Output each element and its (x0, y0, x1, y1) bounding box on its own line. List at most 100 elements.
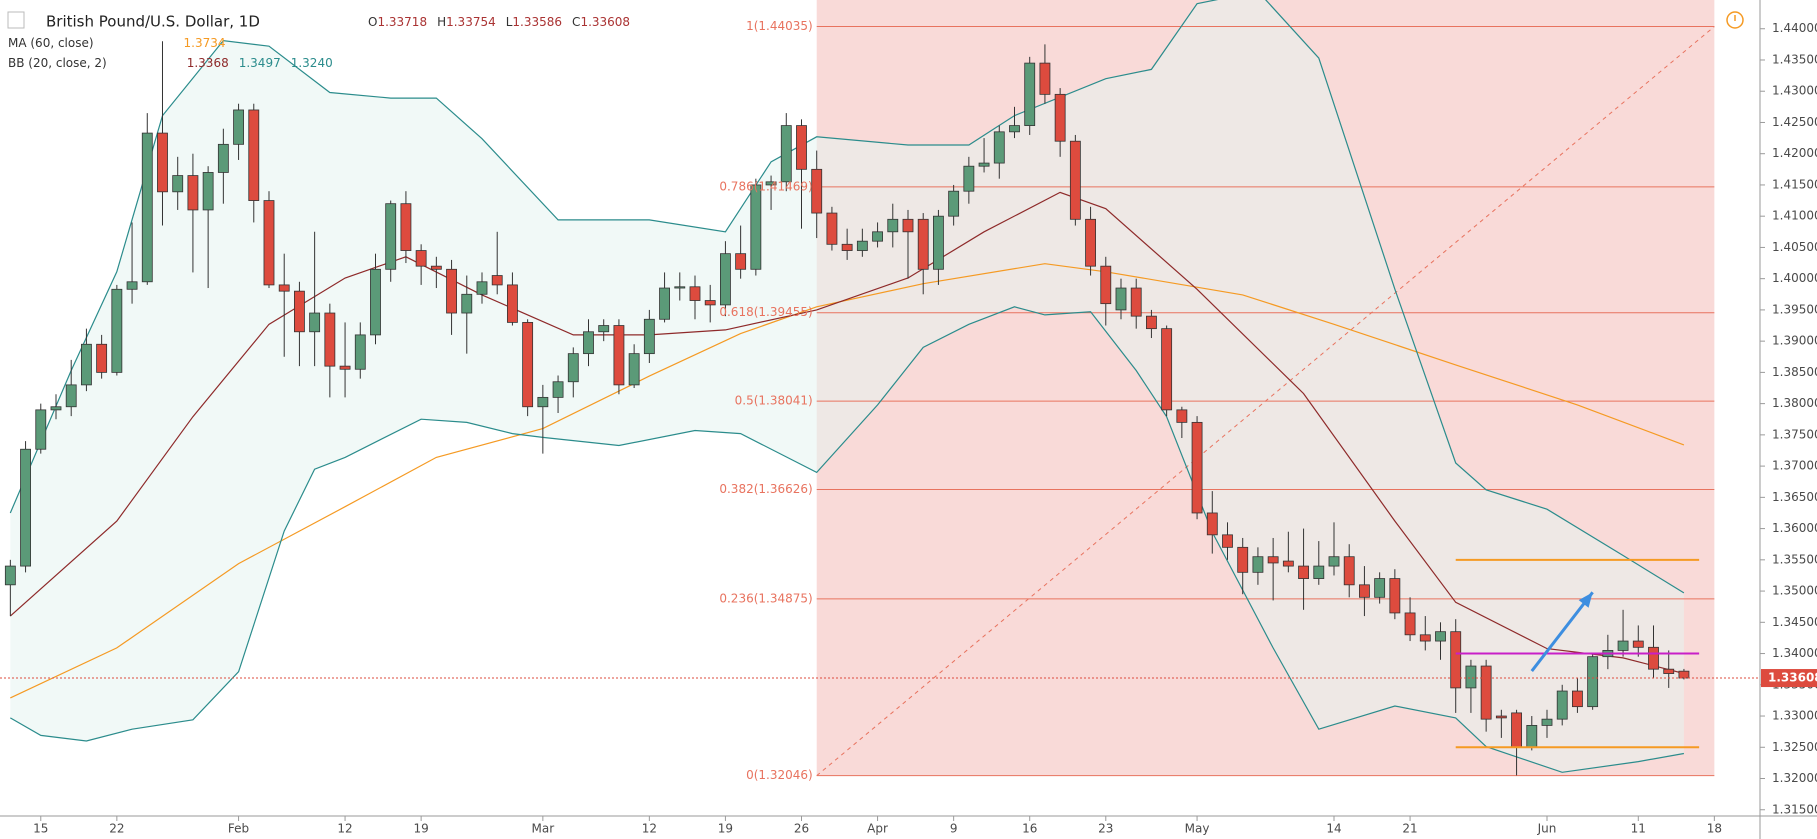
candle-body (248, 109, 260, 201)
candle-body (522, 322, 534, 408)
y-tick-label: 1.32000 (1772, 771, 1817, 785)
fib-trend (816, 26, 1715, 777)
fib-label: 0.236(1.34875) (719, 591, 812, 605)
candle-body (324, 312, 336, 367)
candle-body (1222, 534, 1233, 548)
x-tick-label: 19 (413, 822, 428, 836)
candle-body (415, 250, 427, 267)
x-tick-label: Jun (1537, 822, 1557, 836)
candle-body (933, 215, 944, 270)
candle-body (1526, 725, 1538, 748)
candle-body (157, 132, 168, 193)
candle-body (1480, 665, 1492, 720)
y-tick-label: 1.40000 (1772, 271, 1817, 285)
arrow-head (1578, 592, 1593, 608)
y-tick-label: 1.43000 (1772, 84, 1817, 98)
collapse-icon[interactable] (7, 11, 25, 29)
candle-body (674, 286, 686, 289)
candle-body (1678, 670, 1690, 679)
candle-body (126, 281, 138, 290)
candle-body (354, 334, 366, 370)
arrow-shaft (1530, 591, 1594, 672)
x-tick-label: 21 (1402, 822, 1417, 836)
candle-body (552, 381, 564, 398)
candle-body (598, 325, 610, 333)
ohlc-key: C (572, 15, 580, 29)
candle-body (1267, 556, 1279, 564)
candle-body (796, 125, 807, 170)
candle-body (400, 203, 412, 251)
y-tick-label: 1.41000 (1772, 209, 1817, 223)
candle-body (567, 353, 579, 383)
candle-body (659, 287, 670, 320)
candle-body (1572, 690, 1583, 708)
alert-icon[interactable] (1726, 11, 1744, 29)
candle-body (978, 162, 990, 167)
y-tick-label: 1.34000 (1772, 646, 1817, 660)
y-tick-label: 1.40500 (1772, 240, 1817, 254)
candle-body (963, 165, 975, 192)
candle-body (704, 300, 716, 306)
candle-body (613, 325, 625, 386)
candle-body (80, 343, 92, 386)
fib-label: 0.382(1.36626) (719, 482, 812, 496)
fib-label: 0(1.32046) (746, 768, 813, 782)
x-tick-label: 15 (33, 822, 48, 836)
fib-label: 0.5(1.38041) (735, 394, 813, 408)
candle-body (887, 218, 899, 233)
candle-body (430, 265, 442, 270)
candle-body (993, 131, 1005, 164)
candle-body (1648, 646, 1659, 670)
ma-legend: MA (60, close) 1.3734 (8, 36, 226, 50)
y-tick-label: 1.35000 (1772, 584, 1817, 598)
last-price-box (1761, 669, 1817, 688)
legend-header: British Pound/U.S. Dollar, 1D O1.33718 H1… (7, 11, 1744, 70)
y-tick-label: 1.43500 (1772, 52, 1817, 66)
candle-body (1130, 287, 1142, 317)
ohlc-value: 1.33586 (512, 15, 562, 29)
candle-body (1419, 634, 1431, 642)
x-tick-label: 23 (1098, 822, 1113, 836)
bb-legend: BB (20, close, 2) 1.3368 1.3497 1.3240 (8, 56, 333, 70)
candle-body (1374, 578, 1386, 598)
candle-body (1085, 218, 1096, 267)
y-tick-label: 1.44000 (1772, 21, 1817, 35)
x-tick-label: 19 (718, 822, 733, 836)
y-tick-label: 1.37500 (1772, 427, 1817, 441)
x-tick-label: 26 (794, 822, 809, 836)
candle-body (309, 312, 321, 333)
fib-label: 0.786(1.41469) (719, 179, 812, 193)
candle-body (1343, 556, 1355, 586)
candle-body (446, 268, 457, 314)
y-tick-label: 1.39500 (1772, 302, 1817, 316)
ohlc-key: O (368, 15, 377, 29)
bb-value: 1.3240 (291, 56, 333, 70)
candle-body (4, 565, 16, 586)
x-tick-label: 16 (1022, 822, 1037, 836)
candle-body (293, 290, 305, 333)
candle-body (1282, 560, 1294, 567)
x-tick-label: Apr (867, 822, 888, 836)
candle-body (1435, 631, 1446, 642)
candle-body (263, 200, 275, 286)
bb-label: BB (20, close, 2) (8, 56, 107, 70)
candle-body (780, 125, 792, 183)
candle-body (202, 172, 214, 211)
y-tick-label: 1.35500 (1772, 552, 1817, 566)
y-tick-label: 1.33000 (1772, 709, 1817, 723)
candle-body (1328, 556, 1340, 567)
y-tick-label: 1.42500 (1772, 115, 1817, 129)
ma-label: MA (60, close) (8, 36, 94, 50)
candle-body (1465, 665, 1477, 689)
candle-body (643, 318, 655, 355)
candle-body (1359, 584, 1370, 598)
candle-body (1587, 656, 1599, 708)
candle-body (1009, 125, 1020, 133)
candle-body (278, 284, 290, 292)
candle-body (1069, 140, 1081, 220)
y-tick-label: 1.34500 (1772, 615, 1817, 629)
candle-body (1252, 556, 1264, 573)
y-tick-label: 1.38000 (1772, 396, 1817, 410)
candle-body (1450, 631, 1462, 689)
